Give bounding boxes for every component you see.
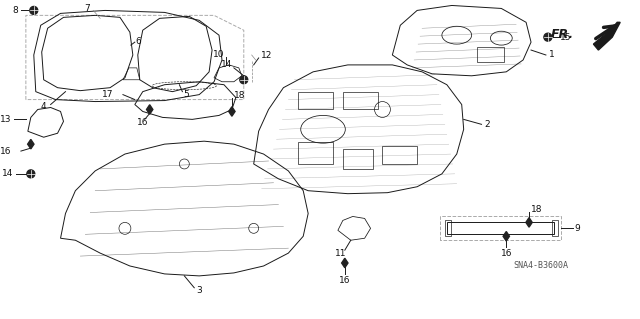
Text: 1: 1 <box>549 50 555 60</box>
Polygon shape <box>593 22 620 50</box>
Bar <box>447 222 554 234</box>
Text: 3: 3 <box>196 286 202 295</box>
Text: 6: 6 <box>136 37 141 46</box>
Bar <box>343 149 372 169</box>
Bar <box>298 92 333 109</box>
Circle shape <box>240 76 248 84</box>
Text: 7: 7 <box>84 4 90 13</box>
Bar <box>477 47 504 62</box>
Bar <box>383 146 417 164</box>
Text: 17: 17 <box>102 90 113 99</box>
Text: FR.: FR. <box>550 28 573 41</box>
Text: 10: 10 <box>213 49 225 58</box>
Polygon shape <box>147 105 153 114</box>
Polygon shape <box>342 258 348 268</box>
Circle shape <box>30 6 38 14</box>
Text: 11: 11 <box>335 249 347 258</box>
Circle shape <box>27 170 35 178</box>
Polygon shape <box>228 107 235 116</box>
Text: 18: 18 <box>531 205 543 214</box>
Text: 8: 8 <box>12 6 18 15</box>
Text: 14: 14 <box>221 60 232 70</box>
Text: 16: 16 <box>137 118 148 127</box>
Text: 16: 16 <box>339 276 351 285</box>
Text: 4: 4 <box>41 102 47 111</box>
Circle shape <box>544 33 552 41</box>
Text: 13: 13 <box>0 115 11 124</box>
Text: 2: 2 <box>484 120 490 129</box>
Bar <box>552 220 558 236</box>
Text: 18: 18 <box>234 91 245 100</box>
Text: 16: 16 <box>500 249 512 258</box>
Polygon shape <box>28 139 34 149</box>
Text: 12: 12 <box>260 51 272 61</box>
Text: SNA4-B3600A: SNA4-B3600A <box>513 262 568 271</box>
Bar <box>343 92 378 109</box>
Text: 16: 16 <box>0 146 11 156</box>
Bar <box>298 142 333 164</box>
Bar <box>445 220 451 236</box>
Text: 9: 9 <box>575 224 580 233</box>
Polygon shape <box>503 232 509 241</box>
Polygon shape <box>526 218 532 227</box>
Text: 14: 14 <box>2 169 13 178</box>
Text: 15: 15 <box>560 33 572 42</box>
Text: 5: 5 <box>183 90 189 99</box>
